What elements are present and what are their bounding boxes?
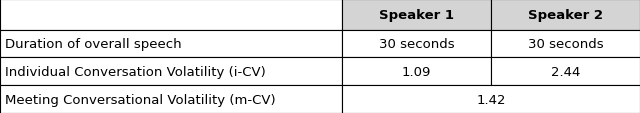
Text: 1.42: 1.42 xyxy=(476,93,506,106)
Text: Meeting Conversational Volatility (m-CV): Meeting Conversational Volatility (m-CV) xyxy=(5,93,276,106)
Text: 30 seconds: 30 seconds xyxy=(527,38,604,51)
Bar xyxy=(491,0,640,31)
Bar xyxy=(491,58,640,85)
Bar xyxy=(0,31,342,58)
Bar xyxy=(342,31,491,58)
Text: 2.44: 2.44 xyxy=(551,65,580,78)
Text: 30 seconds: 30 seconds xyxy=(379,38,454,51)
Text: Speaker 2: Speaker 2 xyxy=(528,9,603,22)
Bar xyxy=(0,58,342,85)
Bar xyxy=(0,85,342,113)
Text: Individual Conversation Volatility (i-CV): Individual Conversation Volatility (i-CV… xyxy=(5,65,266,78)
Text: 1.09: 1.09 xyxy=(402,65,431,78)
Text: Speaker 1: Speaker 1 xyxy=(379,9,454,22)
Bar xyxy=(342,58,491,85)
Bar xyxy=(342,0,491,31)
Bar xyxy=(0,0,342,31)
Text: Duration of overall speech: Duration of overall speech xyxy=(5,38,182,51)
Bar xyxy=(342,85,640,113)
Bar xyxy=(491,31,640,58)
